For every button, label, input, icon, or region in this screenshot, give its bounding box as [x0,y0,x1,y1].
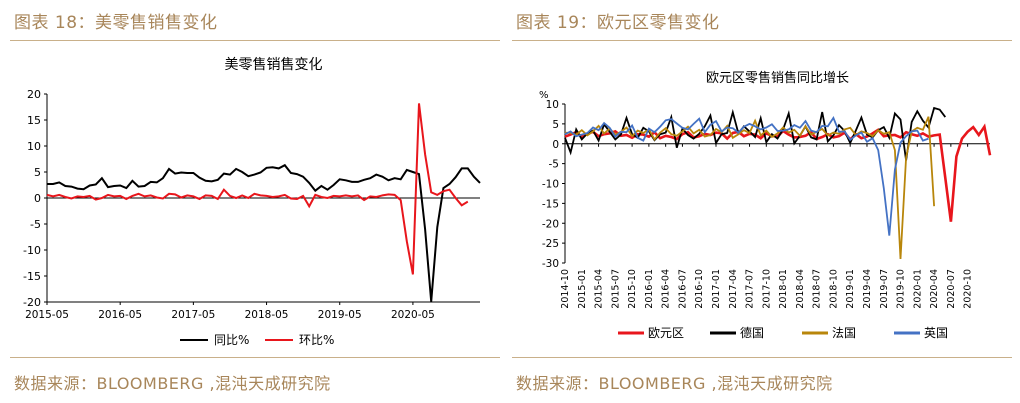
x-tick-label: 2018-10 [828,269,839,309]
x-tick-label: 2019-07 [879,269,890,309]
x-tick-label: 2020-05 [391,309,435,321]
x-tick-label: 2018-05 [245,309,289,321]
y-tick-label: -15 [542,198,559,210]
legend-label: 同比% [214,333,249,347]
x-tick-label: 2014-10 [560,269,571,309]
x-tick-label: 2020-01 [912,269,923,309]
right-bottom-rule [512,357,1012,358]
x-tick-label: 2018-07 [812,269,823,309]
x-tick-label: 2017-04 [728,269,739,309]
chart-title: 美零售销售变化 [225,57,323,73]
x-tick-label: 2017-01 [711,269,722,309]
left-bottom-rule [10,357,500,358]
x-tick-label: 2019-04 [862,269,873,309]
series-line [564,123,992,222]
series-line [564,115,929,236]
x-tick-label: 2020-04 [929,269,940,309]
y-tick-label: -30 [542,258,559,270]
y-tick-label: 5 [34,166,41,179]
y-tick-label: 10 [27,140,41,153]
x-tick-label: 2015-05 [25,309,69,321]
y-tick-label: -5 [30,218,41,231]
series-line [564,106,947,161]
eurozone-retail-chart: 欧元区零售销售同比增长%10 5 0 -5 -10 -15 -20 -25 -302014-10… [539,70,992,340]
y-tick-label: 15 [27,114,41,127]
x-tick-label: 2016-05 [98,309,142,321]
y-tick-label: 10 [546,99,559,111]
series-line [46,103,469,275]
legend-label: 英国 [924,326,948,340]
x-tick-label: 2015-04 [594,269,605,309]
x-tick-label: 2020-10 [963,269,974,309]
y-unit-label: % [539,90,549,101]
x-tick-label: 2016-07 [677,269,688,309]
y-tick-label: 0 [34,192,41,205]
x-tick-label: 2017-05 [171,309,215,321]
y-tick-label: -10 [542,179,559,191]
x-tick-label: 2019-10 [896,269,907,309]
legend-label: 环比% [299,333,334,347]
chart-title: 欧元区零售销售同比增长 [706,70,849,86]
y-tick-label: -20 [542,218,559,230]
legend-label: 法国 [832,326,856,340]
y-tick-label: -15 [23,270,41,283]
legend-label: 欧元区 [648,326,684,340]
y-tick-label: 0 [552,139,559,151]
right-top-rule [512,40,1012,41]
y-tick-label: -5 [549,159,559,171]
left-figure-label: 图表 18：美零售销售变化 [14,13,218,33]
y-tick-label: -25 [542,238,559,250]
right-figure-label: 图表 19：欧元区零售变化 [516,13,720,33]
left-source: 数据来源：BLOOMBERG ,混沌天成研究院 [14,374,331,393]
right-source: 数据来源：BLOOMBERG ,混沌天成研究院 [516,374,833,393]
x-tick-label: 2017-10 [761,269,772,309]
x-tick-label: 2016-10 [694,269,705,309]
x-tick-label: 2015-07 [610,269,621,309]
x-tick-label: 2018-01 [778,269,789,309]
x-tick-label: 2016-04 [661,269,672,309]
series-line [47,163,481,302]
y-tick-label: 20 [27,88,41,101]
left-top-rule [10,40,500,41]
x-tick-label: 2019-05 [318,309,362,321]
x-tick-label: 2018-04 [795,269,806,309]
y-tick-label: 5 [552,119,559,131]
y-tick-label: -20 [23,296,41,309]
x-tick-label: 2020-07 [946,269,957,309]
x-tick-label: 2017-07 [745,269,756,309]
x-tick-label: 2016-01 [644,269,655,309]
x-tick-label: 2015-10 [627,269,638,309]
y-tick-label: -10 [23,244,41,257]
legend-label: 德国 [740,325,764,340]
series-line [564,116,935,260]
x-tick-label: 2019-01 [845,269,856,309]
x-tick-label: 2015-01 [577,269,588,309]
